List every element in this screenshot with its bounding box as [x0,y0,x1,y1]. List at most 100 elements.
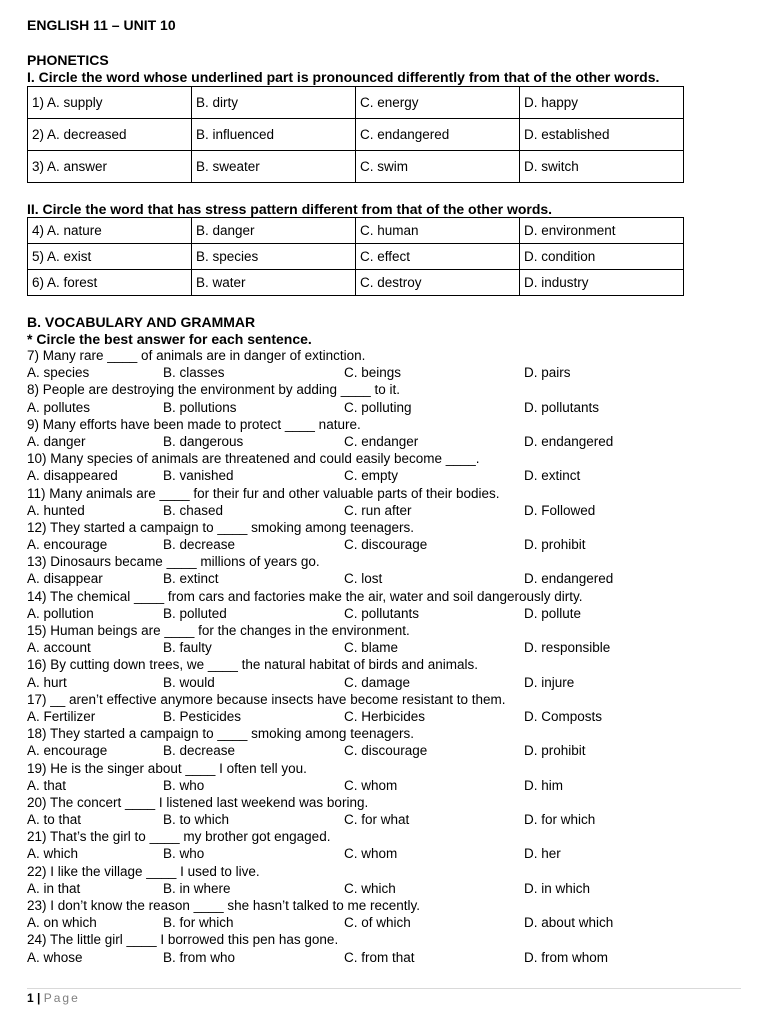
table-row: 2) A. decreased B. influenced C. endangere… [27,118,684,151]
answer-option: A. that [27,777,67,793]
answer-option: B. influenced [191,118,356,151]
question-options: A. whose B. from who C. from that D. from w… [27,949,747,966]
answer-option: C. damage [344,674,411,690]
question-options: A. danger B. dangerous C. endanger D. endan… [27,433,747,450]
question-text: 8) People are destroying the environment… [27,382,400,398]
question-text: 20) The concert ____ I listened last wee… [27,794,369,810]
answer-option: A. pollution [27,605,94,621]
footer-divider [27,988,741,989]
question-options: A. disappeared B. vanished C. empty D. exti… [27,467,747,484]
question-options: A. account B. faulty C. blame D. responsibl… [27,639,747,656]
question-text: 9) Many efforts have been made to protec… [27,416,361,432]
section-heading-vocab: B. VOCABULARY AND GRAMMAR [27,314,256,330]
answer-option: D. for which [524,812,596,828]
answer-option: C. destroy [355,269,520,296]
question-options: A. to that B. to which C. for what D. for w… [27,811,747,828]
part1-instruction: I. Circle the word whose underlined part… [27,69,660,85]
answer-option: B. chased [163,502,224,518]
answer-option: B. dangerous [163,433,244,449]
question-options: A. on which B. for which C. of which D. abo… [27,914,747,931]
question-text: 11) Many animals are ____ for their fur … [27,485,500,501]
question-options: A. pollutes B. pollutions C. polluting D. p… [27,399,747,416]
answer-option: B. who [163,777,205,793]
answer-option: A. encourage [27,743,108,759]
answer-option: C. energy [355,86,520,119]
question-text: 19) He is the singer about ____ I often … [27,760,307,776]
answer-option: C. human [355,217,520,244]
answer-option: B. species [191,243,356,270]
answer-option: B. would [163,674,215,690]
answer-option: D. him [524,777,564,793]
question-options: A. which B. who C. whom D. her [27,845,747,862]
answer-option: B. to which [163,812,230,828]
answer-option: D. prohibit [524,537,586,553]
answer-option: B. water [191,269,356,296]
answer-option: A. whose [27,949,83,965]
answer-option: D. responsible [524,640,611,656]
answer-option: D. endangered [524,571,614,587]
answer-option: B. vanished [163,468,234,484]
question-text: 13) Dinosaurs became ____ millions of ye… [27,554,320,570]
answer-option: A. in that [27,880,81,896]
answer-option: D. in which [524,880,591,896]
question-options: A. species B. classes C. beings D. pairs [27,364,747,381]
answer-option: A. which [27,846,79,862]
question-options: A. in that B. in where C. which D. in which [27,880,747,897]
page-footer: 1 | Page [27,991,80,1005]
question-text: 21) That’s the girl to ____ my brother g… [27,829,331,845]
answer-option: B. for which [163,915,234,931]
table-row: 5) A. exist B. species C. effect D. conditi… [27,243,684,270]
answer-option: A. danger [27,433,86,449]
answer-option: C. for what [344,812,410,828]
answer-option: C. whom [344,846,398,862]
answer-option: C. beings [344,365,402,381]
part1-table: 1) A. supply B. dirty C. energy D. happy 2) … [27,86,684,183]
answer-option: C. run after [344,502,412,518]
question-text: 15) Human beings are ____ for the change… [27,623,410,638]
answer-option: A. disappear [27,571,103,587]
answer-option: A. encourage [27,537,108,553]
answer-option: A. on which [27,915,97,931]
answer-option: C. discourage [344,743,428,759]
table-row: 1) A. supply B. dirty C. energy D. happy [27,86,684,119]
question-text: 18) They started a campaign to ____ smok… [27,726,414,742]
answer-option: D. pollutants [524,399,600,415]
answer-option: 1) A. supply [27,86,192,119]
answer-option: B. dirty [191,86,356,119]
answer-option: D. extinct [524,468,581,484]
answer-option: A. hurt [27,674,67,690]
question-list: 7) Many rare ____ of animals are in dang… [27,347,747,966]
answer-option: B. who [163,846,205,862]
question-text: 16) By cutting down trees, we ____ the n… [27,657,479,673]
table-row: 4) A. nature B. danger C. human D. environm… [27,217,684,244]
answer-option: C. endangered [355,118,520,151]
answer-option: D. from whom [524,949,609,965]
page-label: Page [43,991,80,1005]
answer-option: C. polluting [344,399,412,415]
answer-option: B. pollutions [163,399,237,415]
answer-option: A. pollutes [27,399,91,415]
answer-option: D. pairs [524,365,571,381]
part2-instruction: II. Circle the word that has stress patt… [27,201,553,217]
question-options: A. Fertilizer B. Pesticides C. Herbicides D… [27,708,747,725]
answer-option: B. faulty [163,640,212,656]
question-text: 12) They started a campaign to ____ smok… [27,519,414,535]
vocab-instruction: * Circle the best answer for each senten… [27,331,312,347]
answer-option: D. prohibit [524,743,586,759]
answer-option: B. decrease [163,743,236,759]
table-row: 6) A. forest B. water C. destroy D. industr… [27,269,684,296]
answer-option: B. danger [191,217,356,244]
answer-option: A. hunted [27,502,85,518]
answer-option: 4) A. nature [27,217,192,244]
answer-option: D. switch [519,150,684,183]
answer-option: D. happy [519,86,684,119]
answer-option: D. pollute [524,605,582,621]
answer-option: C. Herbicides [344,708,426,724]
answer-option: 6) A. forest [27,269,192,296]
question-text: 10) Many species of animals are threaten… [27,451,480,467]
answer-option: C. effect [355,243,520,270]
page-number: 1 [27,991,34,1005]
footer-separator: | [37,991,41,1005]
answer-option: 5) A. exist [27,243,192,270]
answer-option: C. lost [344,571,383,587]
